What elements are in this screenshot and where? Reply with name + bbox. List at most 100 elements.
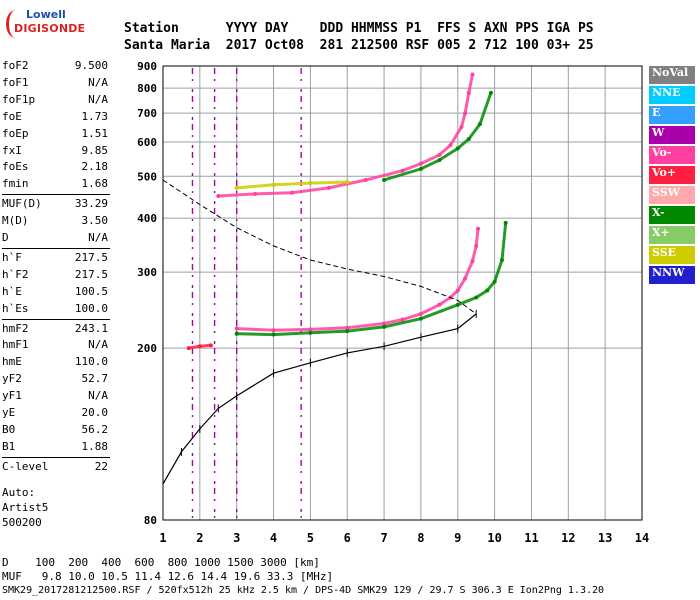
- footer: D 100 200 400 600 800 1000 1500 3000 [km…: [2, 556, 604, 598]
- x-tick-label: 8: [417, 531, 424, 545]
- param-label: yF1: [2, 389, 22, 403]
- data-point: [345, 329, 350, 334]
- data-point: [470, 72, 475, 77]
- data-point: [488, 90, 493, 95]
- param-divider: [2, 456, 110, 458]
- param-row: M(D) 3.50: [2, 213, 108, 229]
- data-point: [455, 288, 460, 293]
- data-point: [492, 279, 497, 284]
- param-row: B1 1.88: [2, 439, 108, 455]
- logo-arc-icon: [6, 10, 25, 38]
- station-header: Station YYYY DAY DDD HHMMSS P1 FFS S AXN…: [124, 20, 594, 54]
- legend-item: SSE: [649, 246, 695, 264]
- param-row: D N/A: [2, 230, 108, 246]
- auto-label: Auto:: [2, 486, 36, 499]
- x-tick-label: 2: [196, 531, 203, 545]
- x-tick-label: 14: [635, 531, 649, 545]
- param-value: 1.88: [81, 439, 109, 453]
- param-label: B1: [2, 439, 16, 453]
- data-point: [400, 168, 405, 173]
- param-label: h`E: [2, 284, 22, 298]
- data-point: [466, 90, 471, 95]
- profile-curve: [162, 313, 477, 485]
- legend-item: W: [649, 126, 695, 144]
- param-row: h`Es 100.0: [2, 301, 108, 317]
- data-point: [308, 327, 313, 332]
- param-row: foE 1.73: [2, 109, 108, 125]
- data-point: [437, 302, 442, 307]
- data-point: [455, 146, 460, 151]
- y-tick-label: 400: [137, 212, 157, 225]
- param-value: N/A: [88, 231, 108, 244]
- logo-line1: Lowell: [26, 8, 66, 21]
- data-point: [345, 179, 350, 184]
- data-point: [474, 243, 479, 248]
- series-trace: [235, 221, 508, 337]
- y-tick-label: 600: [137, 136, 157, 149]
- param-row: h`F2 217.5: [2, 267, 108, 283]
- param-row: yF1 N/A: [2, 388, 108, 404]
- data-point: [400, 317, 405, 322]
- data-point: [485, 288, 490, 293]
- param-value: 217.5: [74, 250, 108, 264]
- param-divider: [2, 318, 110, 320]
- param-label: fmin: [2, 177, 29, 191]
- muf-curve: [162, 179, 477, 315]
- data-point: [477, 122, 482, 127]
- model-curves: [162, 179, 477, 488]
- series-group: [216, 72, 475, 199]
- param-row: yF2 52.7: [2, 371, 108, 387]
- data-point: [466, 136, 471, 141]
- auto-code: 500200: [2, 516, 42, 529]
- y-tick-label: 80: [144, 514, 157, 527]
- x-tick-label: 9: [454, 531, 461, 545]
- data-point: [418, 311, 423, 316]
- param-value: 100.0: [74, 301, 108, 315]
- param-row: B0 56.2: [2, 422, 108, 438]
- param-value: 1.68: [81, 177, 109, 191]
- data-point: [476, 226, 481, 231]
- series-group: [234, 179, 350, 190]
- param-label: hmE: [2, 355, 22, 369]
- param-value: 1.51: [81, 126, 109, 140]
- param-value: 33.29: [74, 197, 108, 211]
- param-value: 9.85: [81, 143, 109, 157]
- data-point: [418, 316, 423, 321]
- header-line1: Station YYYY DAY DDD HHMMSS P1 FFS S AXN…: [124, 21, 594, 36]
- series-group: [186, 343, 213, 351]
- param-label: hmF1: [2, 338, 29, 352]
- series-trace: [235, 180, 349, 190]
- param-row: MUF(D) 33.29: [2, 196, 108, 212]
- echo-series: [186, 72, 508, 351]
- param-label: h`Es: [2, 301, 29, 315]
- param-row: h`F 217.5: [2, 250, 108, 266]
- legend-item: NNE: [649, 86, 695, 104]
- param-label: foF1: [2, 75, 29, 89]
- data-point: [382, 178, 387, 183]
- legend-item: NNW: [649, 266, 695, 284]
- param-row: h`E 100.5: [2, 284, 108, 300]
- param-label: foEs: [2, 160, 29, 174]
- y-tick-label: 200: [137, 342, 157, 355]
- data-point: [499, 257, 504, 262]
- data-point: [437, 158, 442, 163]
- param-label: yE: [2, 406, 16, 419]
- param-value: 243.1: [74, 321, 108, 335]
- param-value: N/A: [88, 389, 108, 403]
- legend-item: Vo-: [649, 146, 695, 164]
- data-point: [459, 125, 464, 130]
- data-point: [474, 295, 479, 300]
- data-point: [470, 259, 475, 264]
- param-value: 1.73: [81, 109, 109, 123]
- x-tick-label: 3: [233, 531, 240, 545]
- param-value: 217.5: [74, 267, 108, 281]
- param-divider: [2, 194, 110, 196]
- param-label: fxI: [2, 143, 22, 157]
- footer-distance-row: D 100 200 400 600 800 1000 1500 3000 [km…: [2, 556, 320, 569]
- x-tick-label: 13: [598, 531, 612, 545]
- data-point: [503, 220, 508, 225]
- data-point: [208, 343, 213, 348]
- param-label: D: [2, 231, 9, 244]
- lowell-digisonde-logo: Lowell DIGISONDE: [6, 8, 85, 42]
